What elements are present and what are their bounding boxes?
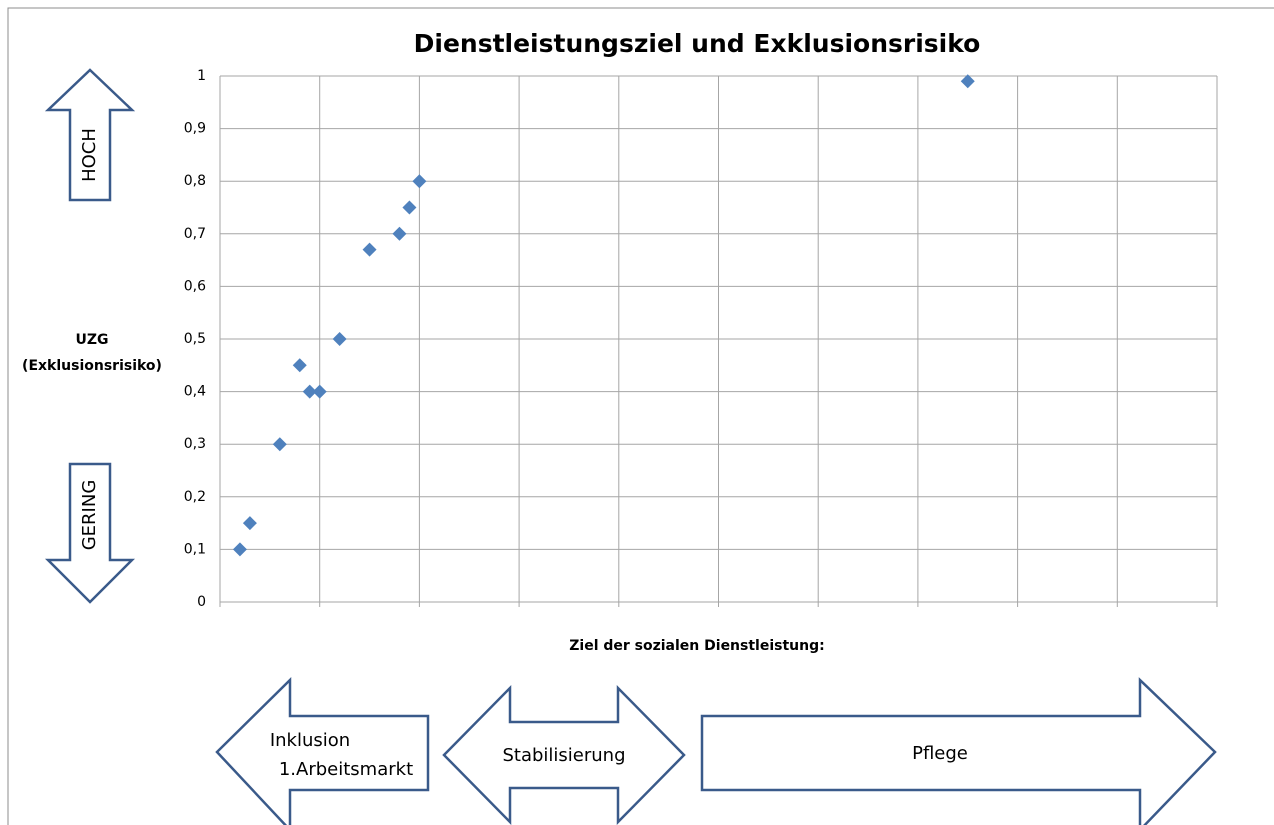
chart-title: Dienstleistungsziel und Exklusionsrisiko bbox=[414, 29, 981, 58]
y-tick-label: 0,6 bbox=[184, 278, 206, 294]
inclusion-arrow bbox=[215, 677, 430, 825]
point bbox=[302, 384, 317, 399]
point bbox=[412, 174, 427, 189]
high-arrow bbox=[44, 68, 136, 202]
point bbox=[292, 358, 307, 373]
point bbox=[392, 226, 407, 241]
y-tick-label: 0,9 bbox=[184, 121, 206, 137]
y-tick-label: 1 bbox=[197, 68, 206, 84]
goal-label: Stabilisierung bbox=[502, 745, 625, 766]
point bbox=[332, 332, 347, 346]
y-axis-label: (Exklusionsrisiko) bbox=[22, 358, 162, 374]
y-tick-label: 0,5 bbox=[184, 331, 206, 347]
goal-label: Pflege bbox=[912, 743, 968, 764]
point bbox=[312, 384, 327, 399]
point bbox=[272, 437, 287, 452]
point bbox=[242, 516, 257, 531]
x-axis-label: Ziel der sozialen Dienstleistung: bbox=[569, 638, 824, 654]
goal-label: 1.Arbeitsmarkt bbox=[279, 759, 413, 780]
y-tick-label: 0 bbox=[197, 594, 206, 610]
y-tick-label: 0,3 bbox=[184, 436, 206, 452]
low-arrow bbox=[44, 462, 136, 604]
goal-label: Inklusion bbox=[270, 730, 350, 751]
point bbox=[362, 242, 377, 257]
y-tick-label: 0,7 bbox=[184, 226, 206, 242]
y-tick-label: 0,8 bbox=[184, 173, 206, 189]
high-label: HOCH bbox=[79, 128, 100, 182]
stabilization-arrow bbox=[442, 684, 686, 825]
care-arrow bbox=[700, 677, 1217, 825]
point bbox=[402, 200, 417, 215]
y-tick-label: 0,1 bbox=[184, 541, 206, 557]
chart-frame bbox=[7, 7, 1274, 825]
y-axis-label: UZG bbox=[75, 332, 108, 348]
low-label: GERING bbox=[79, 480, 100, 551]
y-tick-label: 0,2 bbox=[184, 489, 206, 505]
point bbox=[960, 74, 975, 89]
y-tick-label: 0,4 bbox=[184, 384, 206, 400]
point bbox=[232, 542, 247, 557]
